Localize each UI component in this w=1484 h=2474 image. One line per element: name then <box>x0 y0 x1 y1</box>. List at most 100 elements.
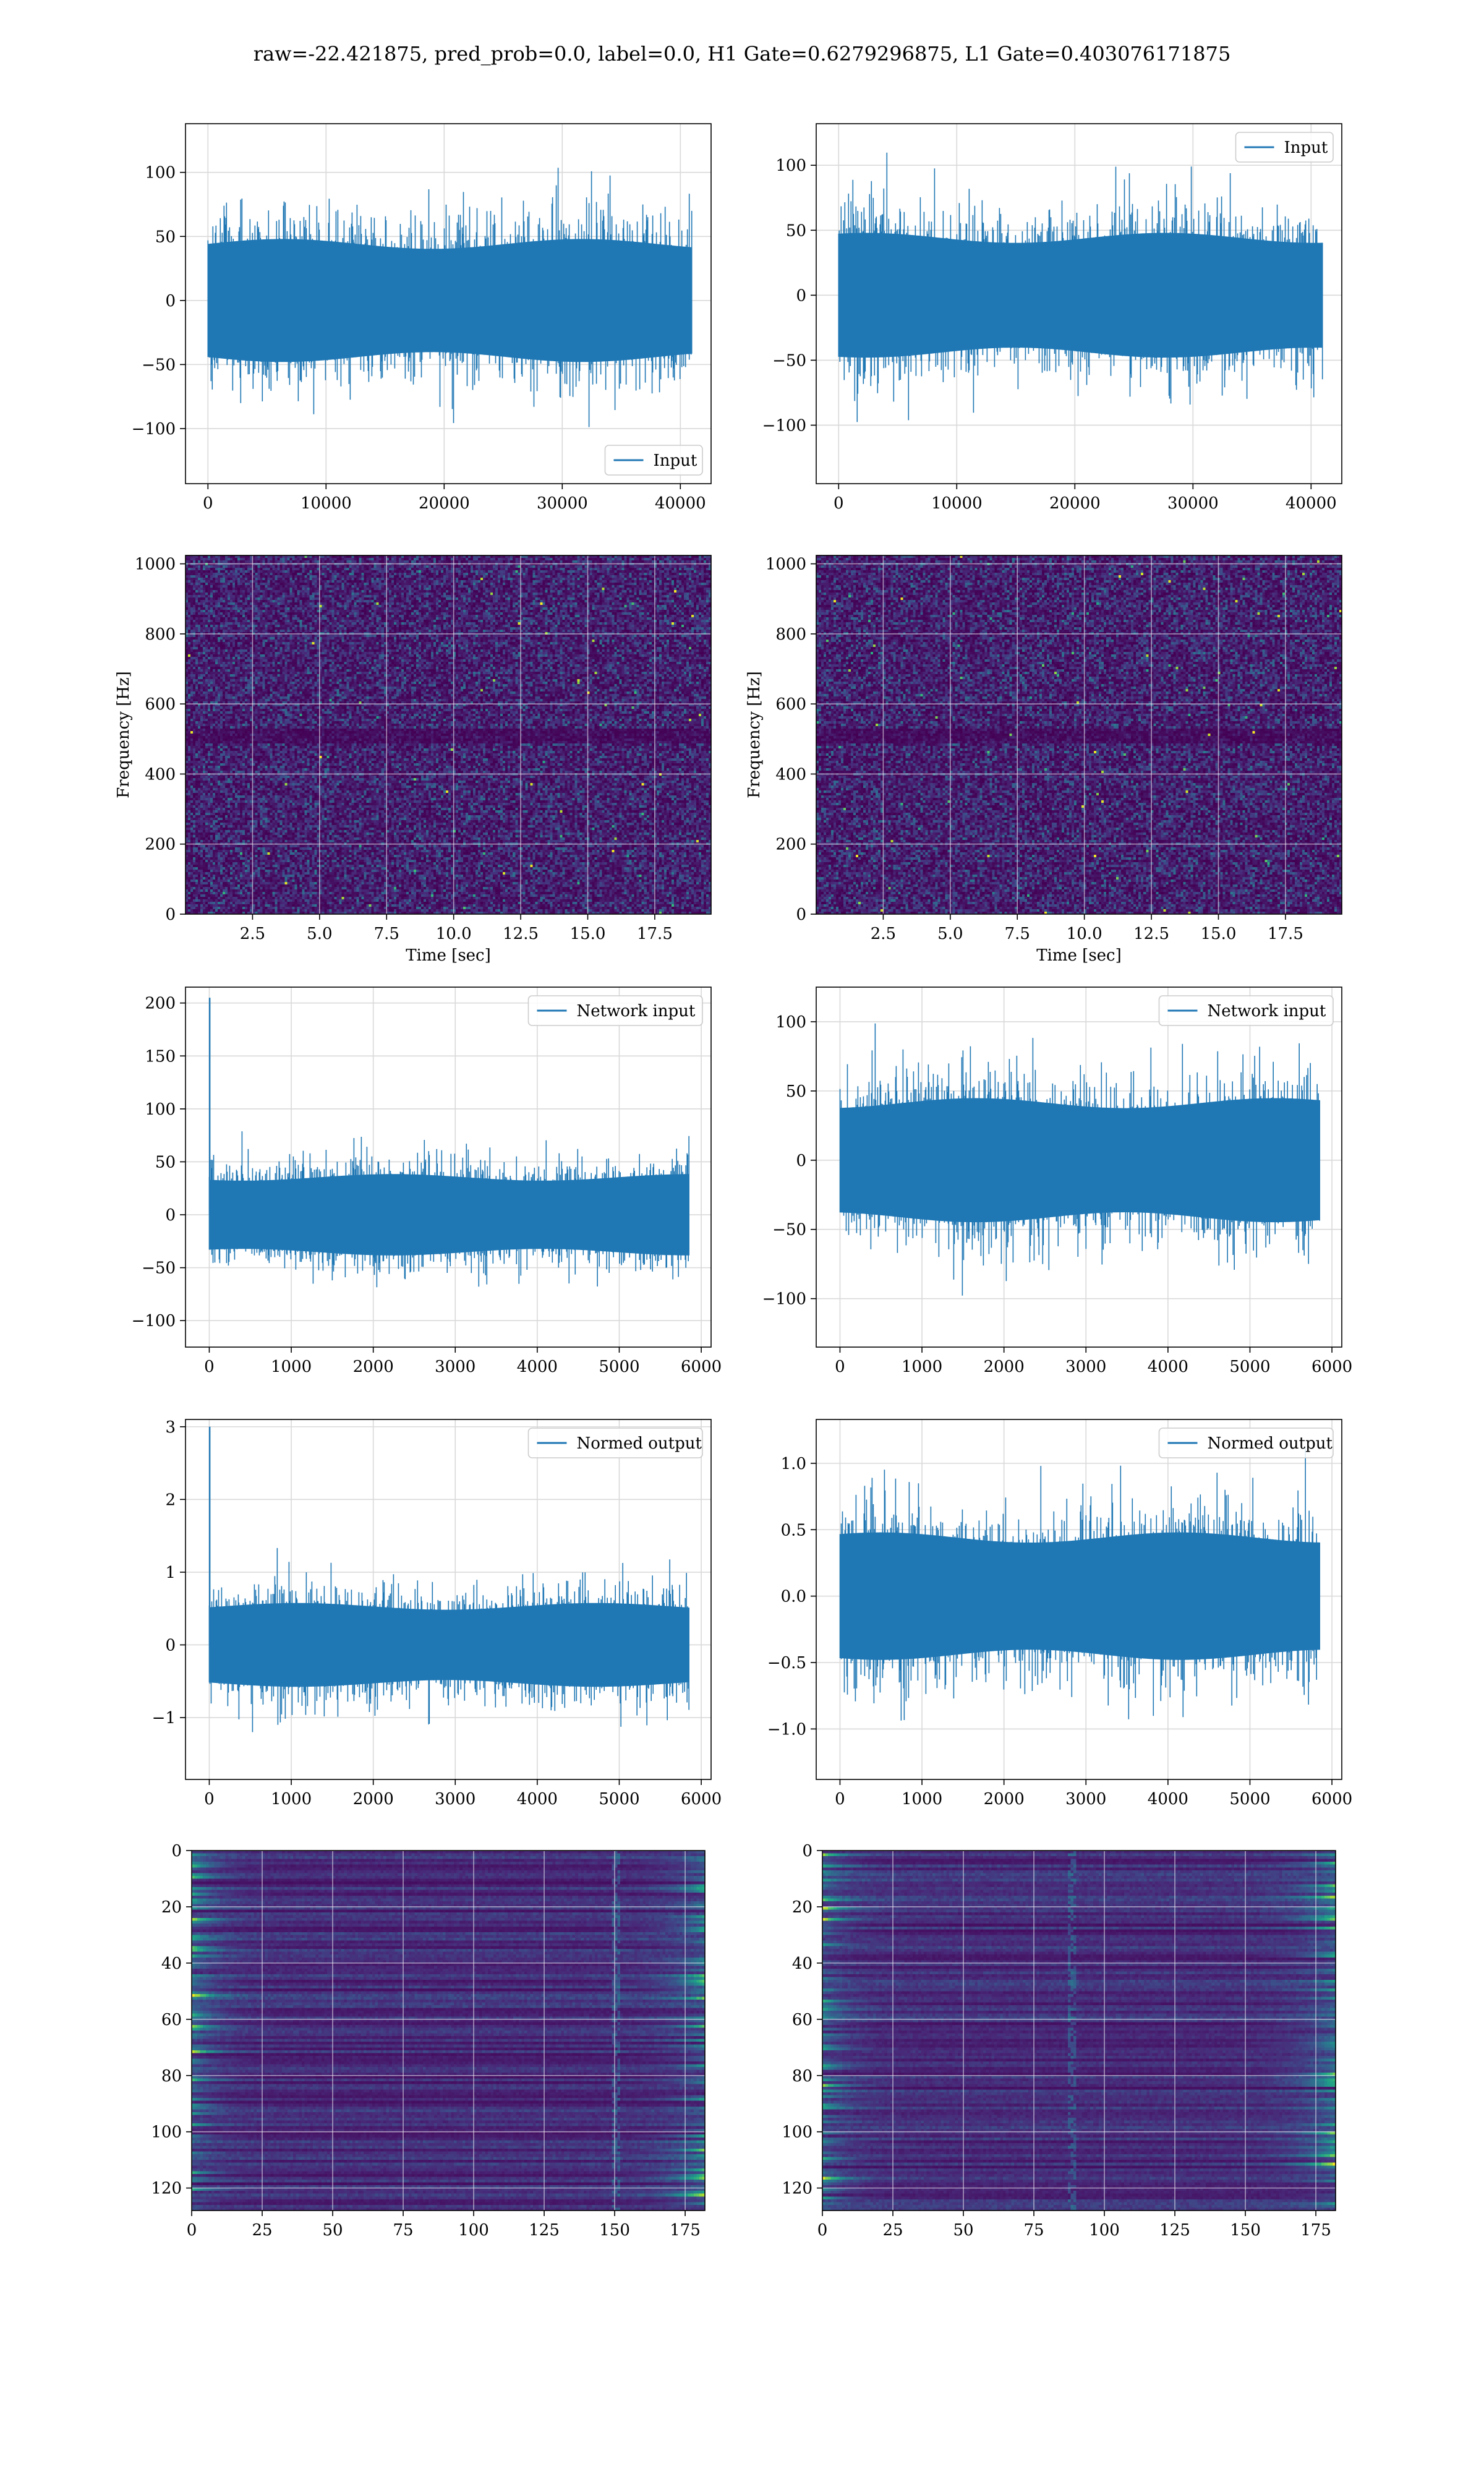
x-tick-label: 17.5 <box>637 925 673 943</box>
axes-frame <box>185 123 712 484</box>
spec_l1-ticks: 2.5 5.0 7.5 10.0 12.5 15.0 17.5 0 200 400 600 800 10… <box>745 555 1303 965</box>
y-tick-label: 400 <box>775 765 806 784</box>
axes-frame <box>185 987 712 1348</box>
x-tick-label: 0 <box>835 1790 845 1808</box>
x-tick-label: 15.0 <box>570 925 606 943</box>
x-tick-label: 1000 <box>271 1790 312 1808</box>
input_l1-chart: 0 10000 20000 30000 40000 −100 −50 0 50 100 Input <box>762 123 1342 513</box>
y-tick-label: 800 <box>775 625 806 644</box>
net_l1-legend: Network input <box>1158 995 1334 1026</box>
axes-frame <box>816 123 1342 484</box>
net_h1-ticks: 0 1000 2000 3000 4000 5000 6000 −100 −50 0 50 100 15… <box>132 995 722 1376</box>
x-tick-label: 1000 <box>902 1358 942 1376</box>
legend-box <box>1158 1427 1334 1458</box>
y-tick-label: −0.5 <box>767 1654 806 1672</box>
y-tick-label: 120 <box>151 2180 182 2198</box>
y-axis-label: Frequency [Hz] <box>745 671 764 798</box>
x-tick-label: 15.0 <box>1201 925 1237 943</box>
y-tick-label: 600 <box>775 695 806 714</box>
y-tick-label: 60 <box>161 2011 182 2029</box>
x-tick-label: 2.5 <box>871 925 896 943</box>
y-tick-label: 50 <box>786 221 806 240</box>
x-tick-label: 2.5 <box>240 925 265 943</box>
x-tick-label: 2000 <box>984 1790 1025 1808</box>
y-tick-label: 100 <box>775 156 806 175</box>
x-tick-label: 7.5 <box>374 925 399 943</box>
y-tick-label: 0 <box>165 1636 176 1654</box>
y-axis-label: Frequency [Hz] <box>114 671 133 798</box>
y-tick-label: −50 <box>142 1259 176 1278</box>
x-tick-label: 40000 <box>1286 494 1337 513</box>
y-tick-label: 200 <box>775 836 806 854</box>
x-tick-label: 0 <box>204 1358 215 1376</box>
x-tick-label: 17.5 <box>1268 925 1303 943</box>
x-tick-label: 6000 <box>1311 1790 1352 1808</box>
x-tick-label: 4000 <box>1148 1790 1188 1808</box>
norm_l1-legend: Normed output <box>1158 1427 1334 1458</box>
y-tick-label: 80 <box>792 2067 812 2086</box>
legend-label: Normed output <box>577 1434 702 1453</box>
x-tick-label: 50 <box>322 2221 343 2240</box>
x-tick-label: 5000 <box>599 1790 639 1808</box>
figure-title: raw=-22.421875, pred_prob=0.0, label=0.0… <box>253 42 1231 66</box>
x-tick-label: 75 <box>1023 2221 1044 2240</box>
y-tick-label: 0 <box>802 1842 812 1860</box>
y-tick-label: −100 <box>762 416 806 435</box>
x-tick-label: 0 <box>835 1358 845 1376</box>
y-tick-label: 0 <box>796 1152 806 1170</box>
x-tick-label: 30000 <box>1167 494 1219 513</box>
net_l1-ticks: 0 1000 2000 3000 4000 5000 6000 −100 −50 0 50 100 <box>762 1013 1353 1376</box>
x-tick-label: 0 <box>187 2221 197 2240</box>
x-tick-label: 4000 <box>1148 1358 1188 1376</box>
spec_l1-chart: 2.5 5.0 7.5 10.0 12.5 15.0 17.5 0 200 400 600 800 10… <box>745 555 1342 965</box>
spec_h1-chart: 2.5 5.0 7.5 10.0 12.5 15.0 17.5 0 200 400 600 800 10… <box>114 555 712 965</box>
x-tick-label: 6000 <box>681 1790 722 1808</box>
y-tick-label: −1.0 <box>767 1720 806 1739</box>
x-tick-label: 3000 <box>1065 1358 1106 1376</box>
legend-label: Input <box>654 452 697 470</box>
y-tick-label: 2 <box>165 1491 176 1509</box>
x-tick-label: 75 <box>393 2221 413 2240</box>
x-tick-label: 10000 <box>301 494 352 513</box>
x-tick-label: 2000 <box>353 1790 394 1808</box>
x-tick-label: 4000 <box>517 1358 558 1376</box>
legend-box <box>527 1427 703 1458</box>
x-tick-label: 5.0 <box>307 925 332 943</box>
y-tick-label: 200 <box>145 995 176 1013</box>
x-tick-label: 0 <box>204 1790 215 1808</box>
norm_h1-chart: 0 1000 2000 3000 4000 5000 6000 −1 0 1 2 3 Normed ou… <box>152 1418 722 1808</box>
series-line-network-input <box>839 1023 1320 1296</box>
y-tick-label: 1000 <box>765 555 806 574</box>
y-tick-label: −100 <box>762 1290 806 1309</box>
x-tick-label: 50 <box>953 2221 973 2240</box>
x-tick-label: 2000 <box>984 1358 1025 1376</box>
feature-map-image <box>822 1851 1336 2211</box>
x-tick-label: 125 <box>1159 2221 1190 2240</box>
legend-label: Network input <box>1208 1002 1326 1021</box>
axes-frame <box>185 1419 712 1780</box>
input_h1-chart: 0 10000 20000 30000 40000 −100 −50 0 50 100 Input <box>132 123 712 513</box>
y-tick-label: 0 <box>165 1206 176 1225</box>
y-tick-label: 40 <box>161 1954 182 1973</box>
x-tick-label: 30000 <box>537 494 588 513</box>
y-tick-label: −100 <box>132 1312 176 1330</box>
y-tick-label: 0 <box>165 292 176 310</box>
x-tick-label: 175 <box>670 2221 701 2240</box>
axes-frame <box>822 1850 1336 2211</box>
x-axis-label: Time [sec] <box>1036 946 1122 965</box>
plot-area <box>186 1419 711 1779</box>
y-tick-label: 50 <box>155 1153 176 1171</box>
y-tick-label: 100 <box>775 1013 806 1032</box>
y-tick-label: 1.0 <box>781 1455 806 1473</box>
y-tick-label: 3 <box>165 1418 176 1437</box>
x-tick-label: 100 <box>458 2221 489 2240</box>
x-tick-label: 1000 <box>271 1358 312 1376</box>
legend-label: Network input <box>577 1002 696 1021</box>
series-line-normed-output <box>839 1447 1320 1721</box>
legend-box <box>1158 995 1334 1026</box>
legend-box <box>1235 132 1334 163</box>
feat_l1-ticks: 0 25 50 75 100 125 150 175 0 20 40 60 80 100 120 <box>782 1842 1331 2240</box>
x-tick-label: 10000 <box>931 494 983 513</box>
series-line-input <box>207 168 693 427</box>
